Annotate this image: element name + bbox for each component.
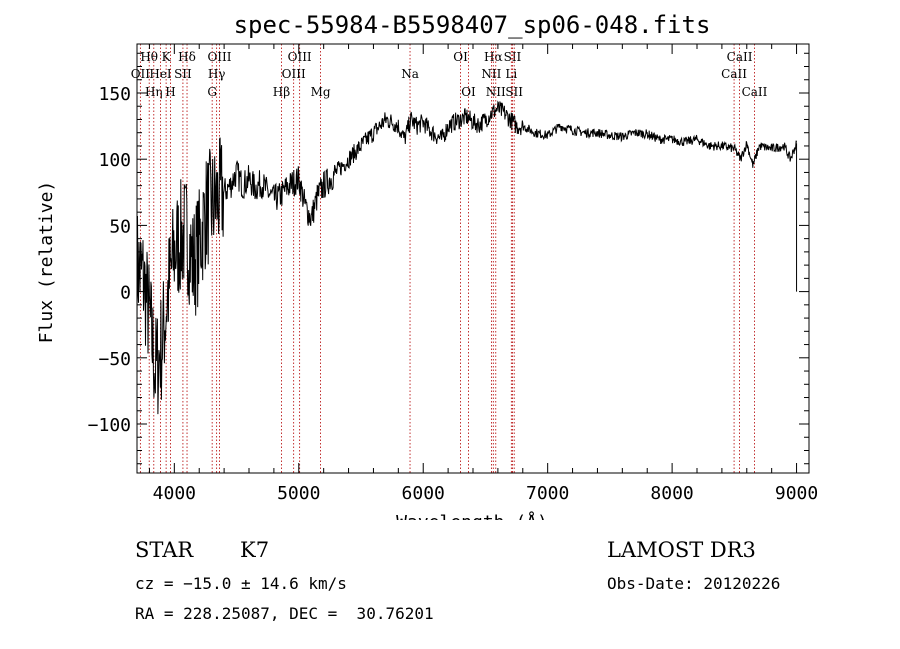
line-label-23: SII [505, 85, 523, 99]
x-axis-label: Wavelength (Å) [396, 511, 548, 520]
chart-title: spec-55984-B5598407_sp06-048.fits [234, 11, 711, 39]
spectrum-line [136, 100, 798, 415]
object-class: STAR [135, 538, 194, 562]
x-tick-label-3: 7000 [526, 483, 569, 504]
line-label-25: CaII [721, 67, 747, 81]
line-label-15: Na [401, 67, 419, 81]
y-tick-label-3: 50 [109, 216, 131, 237]
y-axis-label: Flux (relative) [36, 181, 57, 344]
y-tick-label-4: 100 [98, 150, 131, 171]
line-label-10: G [207, 85, 217, 99]
observation-date: Obs-Date: 20120226 [607, 574, 781, 593]
line-label-5: H [165, 85, 175, 99]
y-tick-label-0: −100 [88, 415, 131, 436]
line-label-8: OIII [207, 50, 231, 64]
line-label-22: Li [505, 67, 517, 81]
axis-ticks: 4000 5000 6000 7000 8000 9000 −100 −50 0 50 100 150 [88, 44, 818, 504]
line-label-0: Hθ [140, 50, 158, 64]
line-label-3: K [162, 50, 172, 64]
line-label-17: OI [461, 85, 476, 99]
y-tick-label-5: 150 [98, 84, 131, 105]
line-label-13: OIII [282, 67, 306, 81]
line-label-18: Hα [484, 50, 503, 64]
line-label-12: OIII [288, 50, 312, 64]
x-tick-label-4: 8000 [650, 483, 693, 504]
y-tick-label-2: 0 [120, 283, 131, 304]
plot-frame [136, 43, 810, 474]
x-tick-label-2: 6000 [402, 483, 445, 504]
spectrum-series [136, 100, 798, 415]
line-label-1: OII [131, 67, 151, 81]
line-label-20: NII [486, 85, 506, 99]
object-subclass: K7 [240, 538, 270, 562]
line-label-4: HeI [149, 67, 172, 81]
line-label-9: Hγ [208, 67, 226, 81]
survey-name: LAMOST DR3 [607, 538, 756, 562]
ra-dec-coordinates: RA = 228.25087, DEC = 30.76201 [135, 604, 434, 623]
redshift-velocity: cz = −15.0 ± 14.6 km/s [135, 574, 347, 593]
line-label-14: Mg [311, 85, 331, 99]
spectral-line-markers: Hθ OII Hη K HeI H Hδ SII OIII Hγ G Hβ OIII OIII Mg Na OI… [131, 44, 768, 473]
line-label-11: Hβ [273, 85, 290, 99]
y-tick-label-1: −50 [98, 349, 131, 370]
x-tick-label-1: 5000 [277, 483, 320, 504]
line-label-19: NII [481, 67, 501, 81]
line-label-7: SII [174, 67, 192, 81]
line-label-26: CaII [742, 85, 768, 99]
line-label-2: Hη [145, 85, 163, 99]
line-label-16: OI [453, 50, 468, 64]
spectrum-chart: spec-55984-B5598407_sp06-048.fits HθOIIH… [36, 11, 818, 520]
line-label-24: CaII [727, 50, 753, 64]
line-label-6: Hδ [178, 50, 196, 64]
x-tick-label-0: 4000 [153, 483, 196, 504]
line-label-21: SII [504, 50, 522, 64]
x-tick-label-5: 9000 [775, 483, 818, 504]
